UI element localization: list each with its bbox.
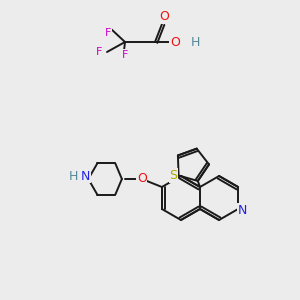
Text: H: H xyxy=(190,35,200,49)
Text: F: F xyxy=(122,50,128,60)
Text: O: O xyxy=(159,11,169,23)
Text: S: S xyxy=(169,169,178,182)
Text: F: F xyxy=(96,47,102,57)
Text: O: O xyxy=(170,35,180,49)
Text: N: N xyxy=(81,169,90,182)
Text: O: O xyxy=(137,172,147,185)
Text: N: N xyxy=(237,203,247,217)
Text: H: H xyxy=(69,169,78,182)
Text: F: F xyxy=(105,28,111,38)
